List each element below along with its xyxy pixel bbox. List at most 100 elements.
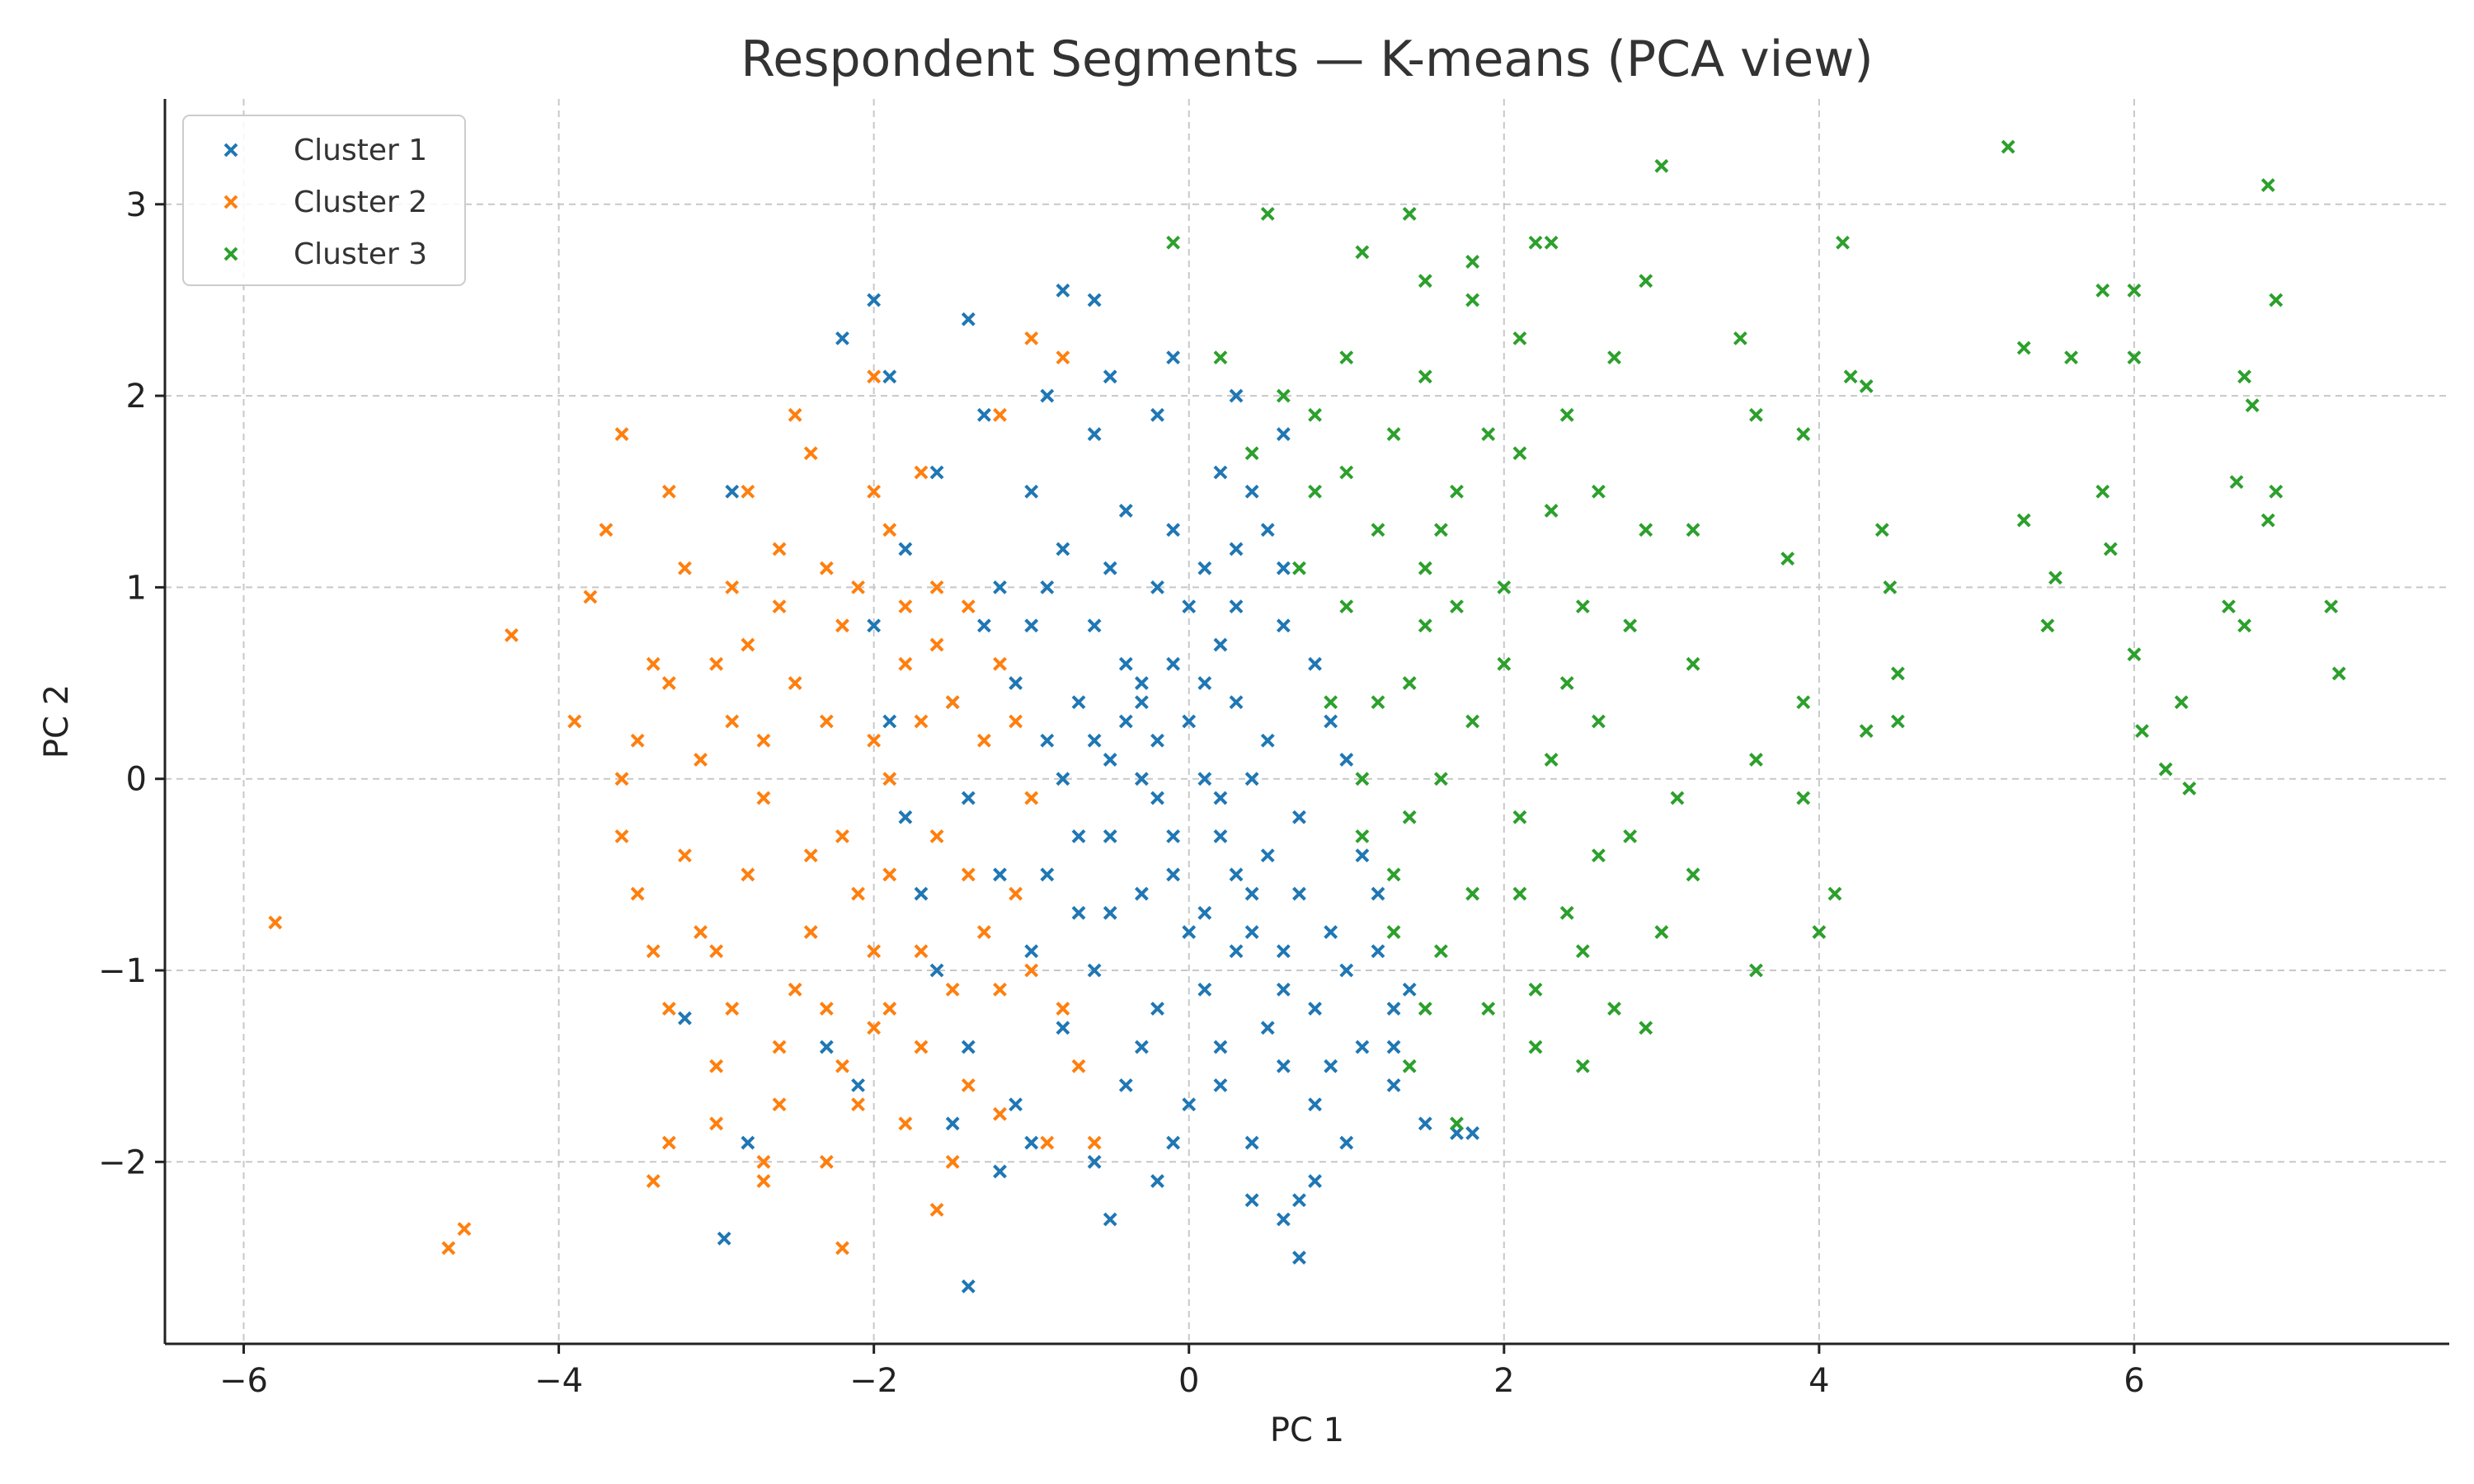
data-point [1182,1097,1197,1112]
data-point [1166,523,1181,538]
data-point [1418,369,1432,384]
axes [163,99,2449,1345]
data-point [788,982,802,997]
data-point [788,676,802,690]
data-point [1150,1174,1164,1188]
data-point [661,676,676,690]
data-point [1213,637,1228,652]
ticks: −6 −4 −2 0 2 4 6 −2 −1 0 1 2 3 [98,186,2145,1400]
data-point [1355,829,1370,843]
data-point [1260,1021,1275,1036]
data-point [1040,867,1055,882]
data-point [819,1040,834,1054]
data-point [1276,618,1291,633]
data-point [835,1059,849,1073]
data-point [835,331,849,345]
data-point [1623,618,1638,633]
data-point [1812,925,1827,939]
x-tick-label: 2 [1493,1362,1514,1400]
data-point [756,1154,771,1169]
data-point [1450,1116,1464,1131]
data-point [1371,695,1385,710]
data-point [1355,1040,1370,1054]
data-point [1780,552,1795,566]
data-point [803,925,818,939]
data-point [867,484,882,499]
data-point [725,1002,740,1016]
data-point [1402,1059,1417,1073]
data-point [2174,695,2189,710]
legend-label: Cluster 2 [294,186,427,219]
data-point [1260,848,1275,863]
data-point [835,1241,849,1256]
data-point [1686,523,1700,538]
data-point [1134,1040,1149,1054]
data-point [646,944,661,959]
data-point [882,369,897,384]
y-tick-label: 2 [126,378,147,416]
data-point [1591,714,1606,729]
data-point [1260,206,1275,221]
data-point [2222,599,2236,614]
data-point [1859,724,1874,739]
data-point [1056,283,1070,298]
data-point [1103,753,1117,767]
data-point [677,848,692,863]
data-point [1386,867,1401,882]
y-tick-label: 0 [126,761,147,799]
data-point [2127,283,2142,298]
data-point [630,733,645,748]
data-point [945,1116,960,1131]
data-point [1134,772,1149,787]
data-point [1639,274,1653,289]
data-point [2260,513,2275,528]
data-point [1197,905,1212,920]
data-point [929,1202,944,1217]
data-point [1654,158,1669,173]
data-point [1229,542,1244,556]
data-point [1450,484,1464,499]
data-point [1465,886,1480,901]
data-point [1450,599,1464,614]
legend-label: Cluster 3 [294,237,427,271]
data-point [1355,245,1370,260]
data-point [1371,523,1385,538]
data-point [1244,772,1259,787]
data-point [1890,714,1905,729]
data-point [1150,580,1164,594]
y-axis-label: PC 2 [38,684,76,758]
data-point [993,656,1007,671]
chart-title: Respondent Segments — K-means (PCA view) [741,31,1873,88]
data-point [976,618,991,633]
data-point [1339,465,1354,480]
data-point [1213,350,1228,365]
data-point [583,589,598,604]
data-point [1166,867,1181,882]
data-point [1166,1135,1181,1150]
data-point [1686,656,1700,671]
data-point [1087,963,1102,978]
data-point [898,599,913,614]
data-point [1118,1078,1133,1092]
data-point [1418,561,1432,575]
data-point [914,465,929,480]
data-point [1386,427,1401,441]
data-point [1024,484,1039,499]
data-point [2048,571,2062,585]
data-point [1118,714,1133,729]
data-point [898,542,913,556]
data-point [1512,331,1527,345]
data-point [1827,886,1842,901]
data-point [1182,925,1197,939]
legend-marker [223,143,238,157]
data-point [1103,905,1117,920]
data-point [976,925,991,939]
data-point [867,733,882,748]
data-point [441,1241,456,1256]
data-point [1528,235,1543,250]
data-point [1575,1059,1590,1073]
data-point [1056,1021,1070,1036]
data-point [1843,369,1858,384]
data-point [1465,293,1480,308]
